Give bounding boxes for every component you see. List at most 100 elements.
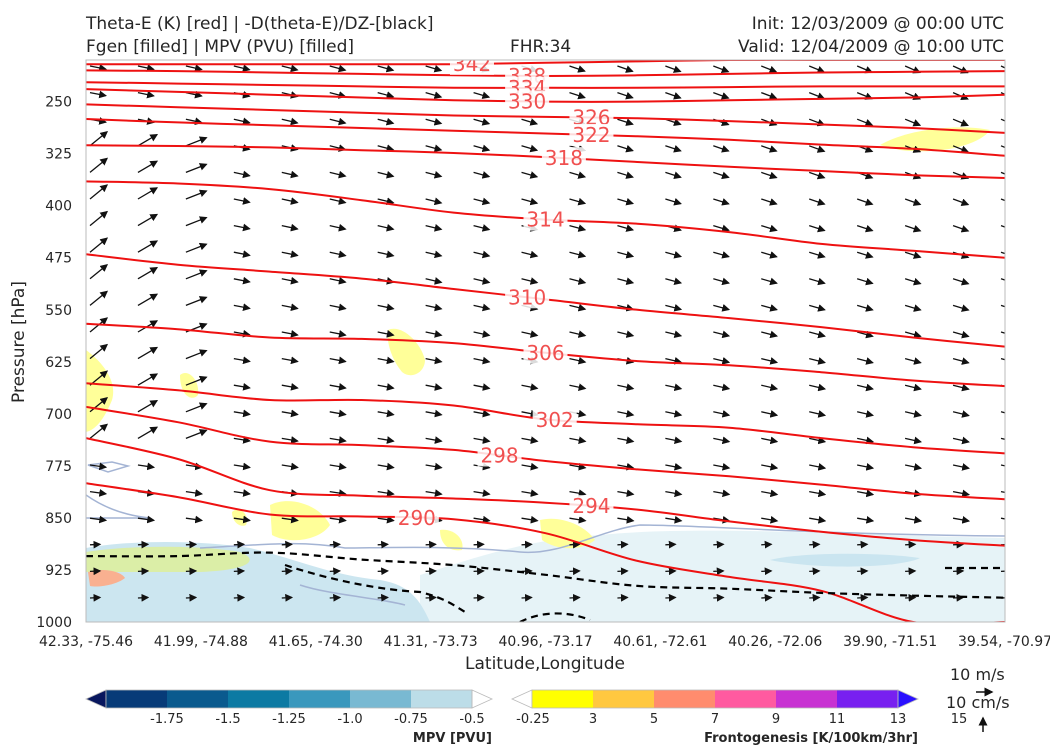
theta-e-label-326: 326 bbox=[572, 106, 610, 130]
fgen-fill-region-3 bbox=[86, 350, 114, 432]
wind-vector bbox=[713, 489, 731, 498]
wind-vector bbox=[425, 383, 443, 391]
colorbar-segment bbox=[837, 690, 899, 708]
theta-e-label-bg bbox=[569, 106, 614, 129]
wind-vector bbox=[473, 436, 491, 444]
colorbar-tick-label: -1.25 bbox=[272, 712, 306, 727]
colorbar-tick-label: 13 bbox=[890, 712, 907, 727]
wind-vector bbox=[521, 171, 539, 179]
wind-vector bbox=[329, 356, 347, 365]
wind-vector bbox=[425, 117, 443, 126]
y-axis-ticks: 250 325 400 475 550 625 700 775 850 925 1000 bbox=[36, 95, 72, 631]
theta-e-label-314: 314 bbox=[526, 208, 564, 232]
stability-contour-3 bbox=[519, 612, 591, 622]
wind-vector bbox=[137, 134, 159, 147]
theta-e-label-bg bbox=[532, 408, 577, 431]
colorbar-segment bbox=[593, 690, 655, 708]
wind-vector bbox=[1000, 198, 1005, 202]
y-tick-label: 925 bbox=[45, 563, 72, 579]
wind-vector bbox=[761, 251, 778, 259]
wind-vector bbox=[1000, 118, 1005, 122]
wind-vector bbox=[569, 303, 587, 312]
wind-vector bbox=[761, 304, 778, 312]
wind-vector bbox=[665, 303, 683, 312]
wind-vector bbox=[233, 117, 251, 126]
colorbar-tick-label: 15 bbox=[951, 712, 968, 727]
fgen-colorbar-label: Frontogenesis [K/100km/3hr] bbox=[704, 731, 918, 746]
wind-vector bbox=[569, 515, 587, 524]
theta-e-label-342: 342 bbox=[453, 52, 491, 76]
colorbar-segment bbox=[228, 690, 290, 708]
wind-vector bbox=[473, 489, 491, 497]
wind-vectors bbox=[89, 64, 1005, 602]
wind-vector bbox=[761, 410, 779, 418]
wind-vector bbox=[377, 170, 395, 179]
wind-vector bbox=[233, 462, 251, 471]
wind-vector bbox=[665, 145, 682, 153]
wind-vector bbox=[952, 489, 971, 498]
theta-e-label-294: 294 bbox=[572, 494, 610, 518]
wind-vector bbox=[329, 117, 347, 126]
theta-e-contour-290 bbox=[86, 482, 1005, 622]
wind-vector bbox=[185, 349, 208, 360]
wind-vector bbox=[89, 131, 109, 147]
wind-vector bbox=[89, 210, 109, 227]
wind-vector bbox=[89, 157, 109, 173]
wind-vector bbox=[809, 383, 827, 392]
wind-vector bbox=[137, 90, 155, 99]
wind-vector bbox=[137, 160, 159, 173]
wind-vector bbox=[617, 515, 635, 524]
wind-vector bbox=[809, 277, 826, 286]
wind-vector bbox=[377, 383, 395, 391]
wind-vector bbox=[713, 330, 731, 339]
wind-vector bbox=[809, 224, 826, 233]
wind-vector bbox=[329, 515, 347, 524]
x-tick-label: 40.61, -72.61 bbox=[613, 634, 707, 650]
wind-vector bbox=[713, 383, 731, 392]
wind-vector bbox=[617, 250, 635, 259]
theta-e-label-bg bbox=[394, 507, 439, 530]
wind-vector bbox=[425, 356, 443, 365]
stability-contour bbox=[86, 551, 1005, 599]
wind-vector bbox=[473, 224, 491, 232]
fgen-fill-region-6 bbox=[880, 127, 990, 152]
wind-vector bbox=[856, 224, 874, 233]
wind-vector bbox=[809, 304, 826, 312]
colorbar-frame bbox=[531, 689, 899, 709]
fgen-fill-region-10 bbox=[440, 529, 463, 551]
wind-vector bbox=[137, 64, 155, 72]
wind-vector bbox=[569, 356, 587, 365]
wind-vector bbox=[233, 223, 251, 232]
wind-vector bbox=[665, 91, 682, 100]
wind-vector bbox=[617, 118, 634, 126]
theta-e-label-bg bbox=[505, 90, 550, 113]
wind-vector bbox=[377, 64, 395, 73]
wind-vector bbox=[425, 144, 443, 153]
wind-vector bbox=[89, 90, 107, 99]
wind-vector bbox=[233, 250, 251, 258]
wind-vector bbox=[377, 515, 395, 524]
wind-vector bbox=[617, 91, 634, 100]
wind-vector bbox=[761, 357, 779, 365]
wind-vector bbox=[808, 65, 826, 74]
init-time: Init: 12/03/2009 @ 00:00 UTC bbox=[751, 14, 1004, 34]
colorbar-segment bbox=[106, 690, 168, 708]
wind-vector bbox=[425, 277, 443, 285]
wind-vector bbox=[425, 409, 443, 418]
vector-reference-horizontal: 10 m/s bbox=[950, 665, 1005, 684]
wind-vector bbox=[425, 489, 443, 497]
wind-vector bbox=[281, 356, 299, 365]
wind-vector bbox=[809, 251, 826, 259]
wind-vector bbox=[713, 65, 730, 74]
theta-e-label-322: 322 bbox=[572, 123, 610, 147]
wind-vector bbox=[904, 383, 922, 392]
wind-vector bbox=[473, 171, 491, 179]
wind-vector bbox=[713, 277, 730, 286]
wind-vector bbox=[329, 170, 347, 179]
wind-vector bbox=[665, 436, 683, 445]
wind-vector bbox=[185, 402, 208, 413]
wind-vector bbox=[617, 383, 635, 392]
wind-vector bbox=[281, 462, 299, 471]
wind-vector bbox=[952, 436, 970, 445]
wind-vector bbox=[185, 216, 208, 227]
